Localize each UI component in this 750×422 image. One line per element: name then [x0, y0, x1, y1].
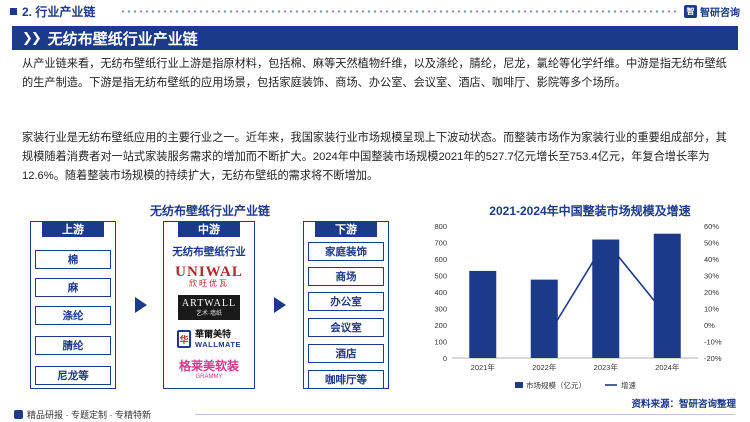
- y2-tick-label: 0%: [704, 321, 715, 330]
- dotted-divider: [120, 9, 680, 14]
- midstream-header: 中游: [178, 221, 240, 237]
- upstream-item: 麻: [35, 278, 111, 297]
- downstream-item: 办公室: [308, 292, 384, 311]
- downstream-item: 家庭装饰: [308, 242, 384, 261]
- footer-logo-icon: [14, 409, 23, 419]
- x-tick-label: 2022年: [532, 362, 557, 372]
- upstream-item: 棉: [35, 250, 111, 269]
- arrow-right-icon: [135, 297, 147, 313]
- y2-tick-label: 60%: [704, 222, 719, 231]
- y-tick-label: 800: [434, 222, 447, 231]
- midstream-column: 中游 无纺布壁纸行业 UNIWAL 欣旺优瓦 ARTWALL 艺术·墙纸 华 華…: [163, 221, 255, 389]
- y2-tick-label: 20%: [704, 288, 719, 297]
- y-tick-label: 0: [443, 354, 447, 363]
- brand-logo-uniwal: UNIWAL 欣旺优瓦: [175, 264, 243, 289]
- chain-title: 无纺布壁纸行业产业链: [149, 204, 270, 218]
- downstream-column: 下游 家庭装饰 商场 办公室 会议室 酒店 咖啡厅等: [303, 221, 389, 389]
- chart-bar: [592, 239, 620, 358]
- brand-logo: 智 智研咨询: [684, 4, 740, 19]
- chevron-right-icon: ❯❯: [22, 30, 42, 45]
- x-tick-label: 2021年: [471, 362, 496, 372]
- y2-tick-label: 10%: [704, 305, 719, 314]
- legend-line-label: 增速: [621, 380, 636, 390]
- y-tick-label: 600: [434, 255, 447, 264]
- y2-tick-label: -10%: [704, 338, 722, 347]
- upstream-item: 腈纶: [35, 336, 111, 355]
- wallmate-mark-icon: 华: [177, 330, 192, 348]
- downstream-item: 会议室: [308, 318, 384, 337]
- downstream-item: 商场: [308, 267, 384, 286]
- upstream-item: 尼龙等: [35, 366, 111, 385]
- downstream-item: 咖啡厅等: [308, 370, 384, 389]
- section-title: 2. 行业产业链: [10, 3, 95, 20]
- y-tick-label: 200: [434, 321, 447, 330]
- footer-bar: 精品研报 · 专题定制 · 专精特新: [0, 406, 750, 422]
- downstream-header: 下游: [315, 221, 377, 237]
- upstream-header: 上游: [42, 221, 104, 237]
- brand-logo-grammy: 格莱美软装 GRAMMY: [178, 359, 239, 380]
- upstream-column: 上游 棉 麻 涤纶 腈纶 尼龙等: [30, 221, 116, 389]
- chart-bar: [469, 270, 497, 358]
- brand-logo-wallmate: 华 華爾美特 WALLMATE: [174, 326, 244, 352]
- x-tick-label: 2024年: [655, 362, 680, 372]
- brand-logo-artwall: ARTWALL 艺术·墙纸: [178, 295, 240, 320]
- logo-icon: 智: [684, 5, 697, 18]
- downstream-item: 酒店: [308, 344, 384, 363]
- chart-bar: [653, 233, 681, 358]
- y2-tick-label: 30%: [704, 272, 719, 281]
- arrow-right-icon: [274, 297, 286, 313]
- legend-bar-label: 市场规模（亿元）: [526, 380, 586, 390]
- paragraph-chain-overview: 从产业链来看，无纺布壁纸行业上游是指原材料，包括棉、麻等天然植物纤维，以及涤纶，…: [22, 58, 727, 89]
- y-tick-label: 100: [434, 338, 447, 347]
- page-title: 无纺布壁纸行业产业链: [47, 30, 198, 48]
- source-note: 资料来源：智研咨询整理: [631, 399, 736, 410]
- footer-divider: [195, 414, 735, 415]
- top-bar: 2. 行业产业链 智 智研咨询: [0, 0, 750, 22]
- paragraph-market: 家装行业是无纺布壁纸应用的主要行业之一。近年来，我国家装行业市场规模呈现上下波动…: [22, 132, 727, 182]
- chart-title: 2021-2024年中国整装市场规模及增速: [489, 204, 691, 218]
- footer-tagline: 精品研报 · 专题定制 · 专精特新: [14, 408, 151, 421]
- y-tick-label: 700: [434, 239, 447, 248]
- logo-text: 智研咨询: [700, 8, 740, 19]
- page-banner: ❯❯ 无纺布壁纸行业产业链: [12, 26, 738, 50]
- upstream-item: 涤纶: [35, 306, 111, 325]
- market-size-chart: 0 100 200 300 400 500 600 700 800 -20% -10% 0% 10% 20…: [434, 222, 722, 390]
- legend-bar-swatch: [515, 382, 523, 388]
- y2-tick-label: 50%: [704, 239, 719, 248]
- y-tick-label: 400: [434, 288, 447, 297]
- section-square-icon: [10, 7, 17, 15]
- y2-tick-label: 40%: [704, 255, 719, 264]
- chart-bar: [530, 279, 558, 358]
- midstream-label: 无纺布壁纸行业: [172, 246, 246, 258]
- section-title-text: 2. 行业产业链: [22, 4, 96, 19]
- x-tick-label: 2023年: [594, 362, 619, 372]
- y2-tick-label: -20%: [704, 354, 722, 363]
- footer-text: 精品研报 · 专题定制 · 专精特新: [27, 409, 151, 420]
- y-tick-label: 300: [434, 305, 447, 314]
- y-tick-label: 500: [434, 272, 447, 281]
